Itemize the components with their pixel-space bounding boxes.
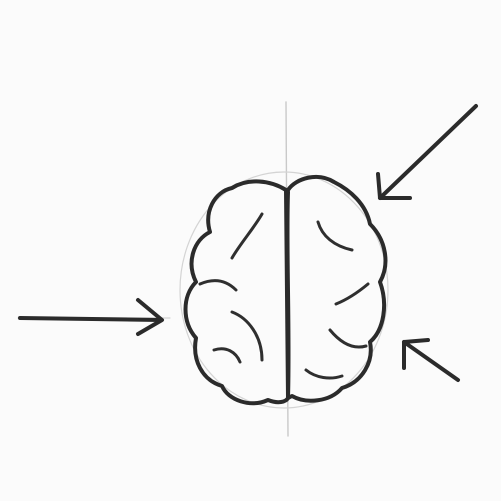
- brain-icon: [183, 174, 388, 406]
- right-fold-1: [316, 220, 354, 252]
- brain-left-hemisphere: [183, 179, 290, 406]
- left-fold-2: [198, 279, 238, 292]
- left-arrow-icon: [18, 298, 164, 336]
- right-fold-3: [328, 328, 368, 349]
- bottom-right-arrow-icon: [402, 338, 460, 382]
- top-right-arrow-icon: [376, 104, 478, 200]
- brain-right-hemisphere: [286, 174, 388, 403]
- left-fold-3: [230, 310, 264, 362]
- right-fold-4: [304, 368, 344, 380]
- left-fold-1: [230, 212, 264, 260]
- guide-circle: [179, 171, 389, 409]
- right-fold-2: [334, 282, 370, 306]
- left-fold-4: [212, 347, 242, 364]
- construction-guides: [17, 101, 389, 437]
- brain-midline: [285, 190, 291, 400]
